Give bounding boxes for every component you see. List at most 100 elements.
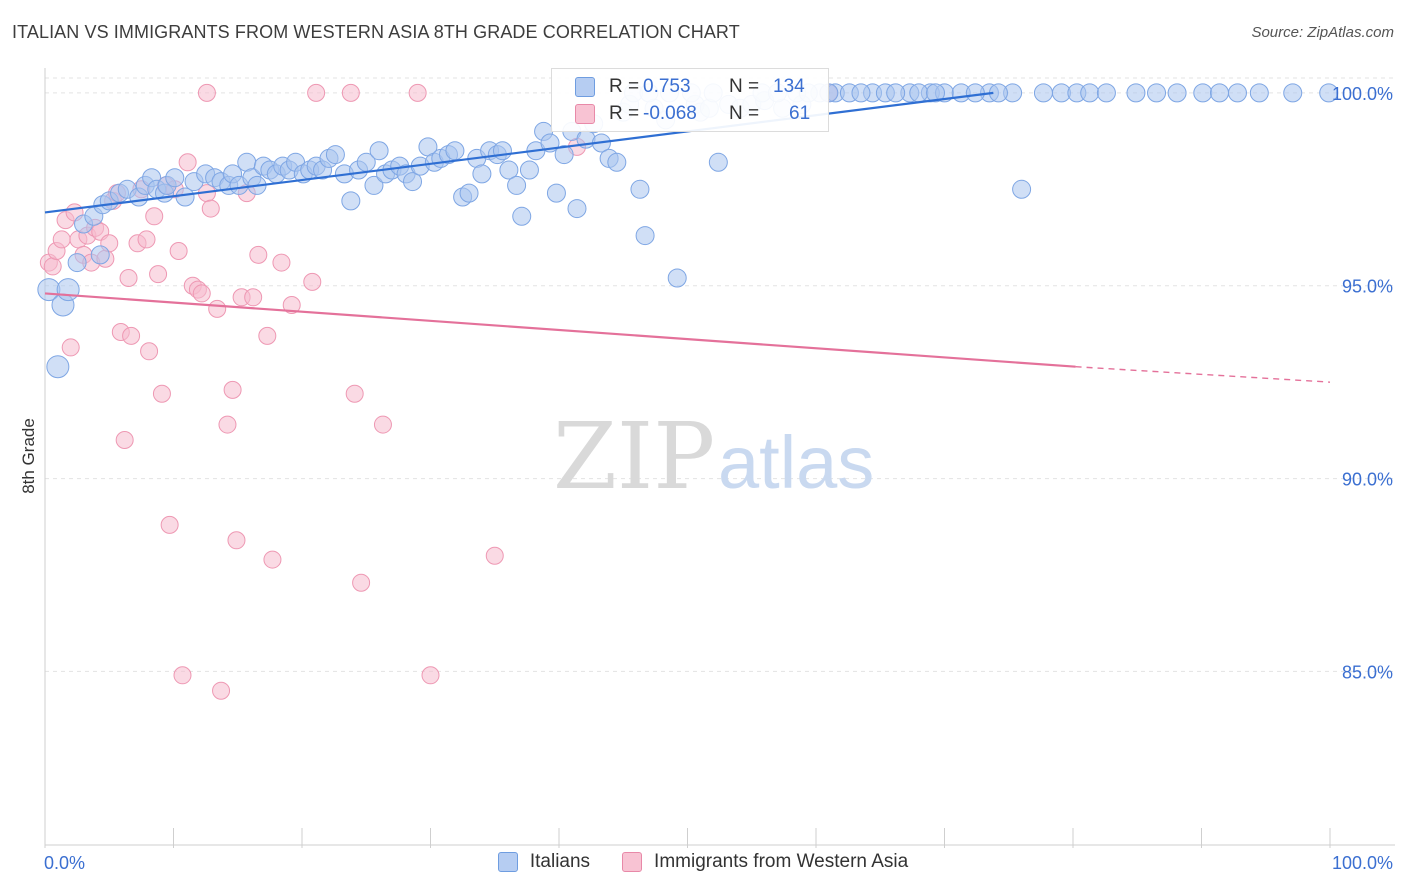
data-point-italians [1319,83,1339,103]
data-point-western-asia [485,546,504,565]
data-point-italians [554,145,574,165]
data-point-italians [459,183,479,203]
trend-line-italians [44,91,994,214]
data-point-western-asia [249,245,268,264]
data-point-italians [1147,83,1167,103]
data-point-italians [667,268,687,288]
data-point-italians [1012,179,1032,199]
data-point-western-asia [119,269,138,287]
watermark: ZIP atlas [553,403,874,510]
data-point-western-asia [178,153,197,172]
data-point-western-asia [115,431,134,449]
data-point-italians [1033,83,1053,103]
data-point-western-asia [173,666,192,685]
legend-label-western-asia: Immigrants from Western Asia [654,851,909,872]
legend-label-italians: Italians [529,851,591,872]
data-point-western-asia [303,272,322,291]
data-point-western-asia [192,284,211,303]
data-point-western-asia [149,265,168,284]
data-point-italians [1126,83,1146,103]
legend-swatch-pink [575,104,595,124]
data-point-italians [1167,83,1187,103]
data-point-italians [635,226,655,246]
axes [44,68,1395,848]
legend-r-label: R = [609,76,640,97]
data-point-italians [1249,83,1269,103]
legend-n-label: N = [729,76,760,97]
data-point-western-asia [244,288,263,307]
data-point-western-asia [140,342,159,361]
legend-r-value: 0.753 [643,76,691,97]
data-point-western-asia [345,384,364,403]
data-point-italians [851,83,871,103]
data-point-italians [90,245,110,265]
trend-line-western-asia [44,292,1076,368]
data-point-italians [1080,83,1100,103]
data-point-western-asia [52,230,71,249]
data-point-italians [519,160,539,180]
legend-n-label: N = [729,103,760,124]
data-point-italians [499,160,519,180]
watermark-zip: ZIP [553,403,715,510]
data-point-western-asia [137,230,156,249]
data-point-italians [512,206,532,226]
data-point-western-asia [43,257,62,276]
data-point-italians [965,83,985,103]
legend-item-italians[interactable]: Italians [497,851,591,873]
data-point-western-asia [373,415,392,434]
data-point-italians [46,355,70,379]
legend-item-western-asia[interactable]: Immigrants from Western Asia [622,851,908,873]
data-point-italians [1283,83,1303,103]
y-tick-label: 100.0% [1332,84,1393,104]
data-point-western-asia [212,681,231,700]
data-point-western-asia [152,384,171,403]
data-point-italians [325,145,345,165]
data-point-western-asia [408,83,427,102]
data-point-italians [369,141,389,161]
data-point-italians [1096,83,1116,103]
data-point-italians [341,191,361,211]
data-point-western-asia [341,83,360,102]
legend-r-value: -0.068 [643,103,697,124]
data-point-western-asia [282,296,301,314]
trend-line-western-asia-extension [1075,366,1331,383]
legend-swatch-western-asia [622,852,643,872]
data-point-italians [1227,83,1247,103]
legend-swatch-italians [497,852,518,872]
data-point-italians [630,179,650,199]
data-point-italians [1209,83,1229,103]
data-point-western-asia [421,666,440,685]
tick-labels: 85.0% 90.0% 95.0% 100.0% 0.0% 100.0% [44,84,1393,873]
pink-point-series [39,83,838,700]
trend-lines [44,91,1331,383]
legend-row-italians: R = 0.753 N = 134 [552,73,805,101]
data-point-western-asia [272,253,291,272]
y-tick-label: 95.0% [1342,277,1393,297]
legend-r-label: R = [609,103,640,124]
data-point-western-asia [227,531,246,550]
data-point-western-asia [160,515,179,534]
legend-n-value: 61 [789,103,811,124]
legend-swatch-blue [575,77,595,97]
data-point-italians [607,152,627,172]
data-point-italians [492,141,512,161]
correlation-legend: R = 0.753 N = 134 R = -0.068 N = 61 [551,68,829,132]
legend-n-value: 134 [773,76,805,97]
watermark-atlas: atlas [718,421,874,504]
data-point-western-asia [145,207,164,226]
chart-title: ITALIAN VS IMMIGRANTS FROM WESTERN ASIA … [12,22,740,42]
data-point-western-asia [197,83,216,102]
data-point-italians [886,83,906,103]
data-point-italians [567,199,587,219]
data-point-western-asia [122,326,141,345]
data-point-western-asia [258,326,277,345]
data-point-italians [445,141,465,161]
data-point-italians [1193,83,1213,103]
data-point-italians [909,83,929,103]
data-point-western-asia [223,380,242,399]
legend-row-western-asia: R = -0.068 N = 61 [552,100,810,128]
data-point-italians [175,187,195,207]
y-tick-label: 90.0% [1342,470,1393,490]
data-point-italians [708,152,728,172]
data-point-italians [926,83,946,103]
